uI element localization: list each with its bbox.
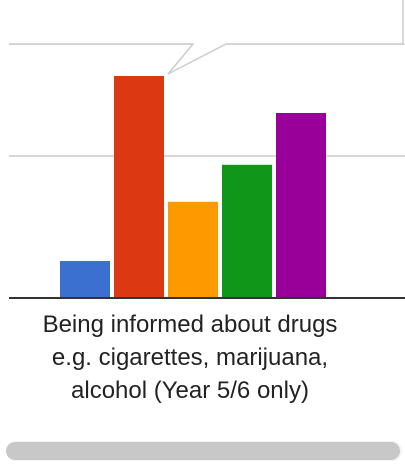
category-label: Being informed about drugs e.g. cigarett… [0, 308, 400, 407]
category-label-line-2: e.g. cigarettes, marijuana, [51, 344, 329, 371]
bar-2[interactable] [114, 76, 164, 298]
category-label-line-1: Being informed about drugs [42, 311, 338, 338]
bar-4[interactable] [222, 164, 272, 298]
horizontal-scrollbar-thumb[interactable] [6, 442, 400, 460]
category-label-line-3: alcohol (Year 5/6 only) [71, 377, 309, 404]
bar-1[interactable] [60, 261, 110, 298]
tooltip-callout-border [9, 0, 404, 75]
tooltip-callout[interactable] [9, 0, 405, 74]
bar-3[interactable] [168, 201, 218, 298]
bars-group [60, 76, 326, 298]
bar-5[interactable] [276, 113, 326, 298]
